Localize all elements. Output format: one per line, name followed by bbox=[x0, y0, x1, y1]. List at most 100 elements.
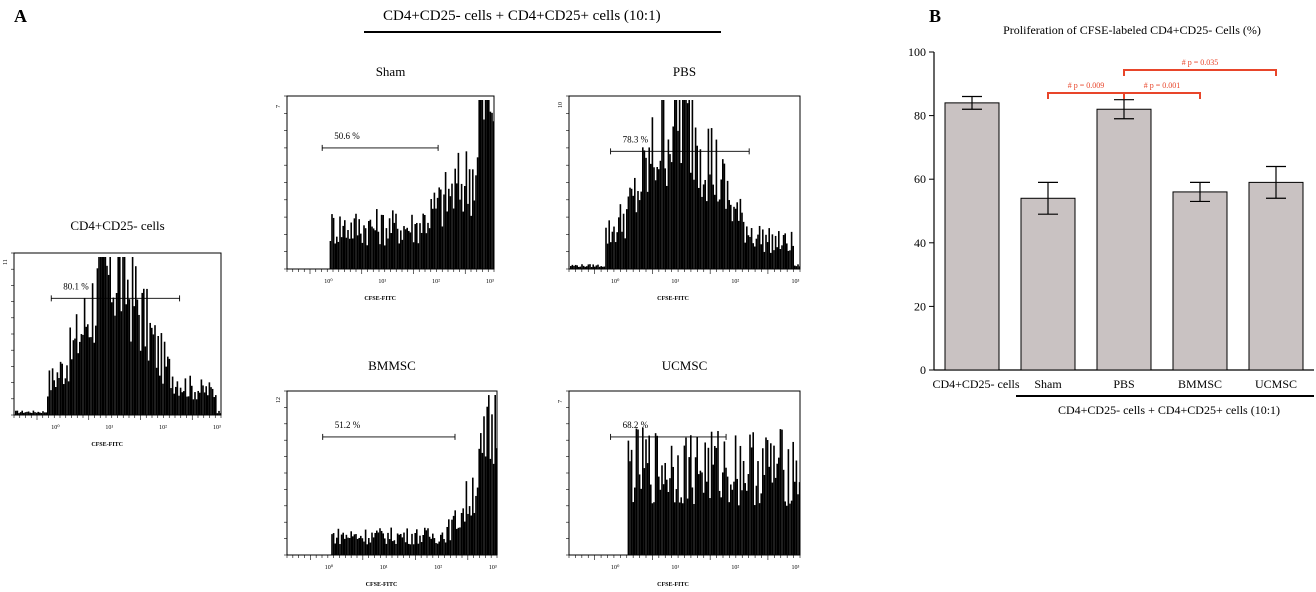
histogram-bar bbox=[138, 314, 140, 415]
histogram-bar bbox=[481, 452, 484, 555]
histogram-bar bbox=[67, 381, 70, 415]
histogram-bar bbox=[376, 530, 378, 555]
histogram-bar bbox=[480, 433, 482, 555]
histogram-bar bbox=[481, 100, 484, 269]
histogram-bar bbox=[779, 249, 782, 269]
histogram-bar bbox=[342, 225, 344, 269]
histogram-bar bbox=[694, 127, 697, 269]
histogram-bar bbox=[489, 111, 492, 269]
histogram-bar bbox=[656, 435, 658, 555]
histogram-bar bbox=[771, 234, 774, 269]
histogram-bar bbox=[723, 163, 726, 269]
histogram-bar bbox=[682, 100, 684, 269]
histogram-bar bbox=[581, 264, 583, 269]
histogram-bar bbox=[774, 477, 777, 555]
histogram-bar bbox=[400, 230, 402, 269]
histogram-bar bbox=[492, 463, 495, 555]
histogram-bar bbox=[348, 238, 351, 269]
histogram-bar bbox=[195, 399, 198, 415]
histogram-bar bbox=[666, 185, 668, 269]
histogram-title: PBS bbox=[673, 64, 696, 79]
histogram-bar bbox=[627, 196, 630, 269]
histogram-bar bbox=[478, 100, 480, 269]
histogram-bar bbox=[476, 487, 479, 555]
histogram-bar bbox=[749, 236, 751, 269]
histogram-bar bbox=[448, 188, 450, 269]
histogram-bar bbox=[99, 257, 102, 415]
histogram-bar bbox=[654, 433, 657, 555]
histogram-xlabel: CFSE-FITC bbox=[91, 442, 123, 448]
histogram-xtick-label: 10¹ bbox=[671, 565, 679, 571]
histogram-bar bbox=[451, 183, 453, 269]
histogram-bar bbox=[340, 237, 343, 269]
histogram-bar bbox=[627, 440, 630, 555]
histogram-bar bbox=[752, 432, 754, 555]
histogram-bar bbox=[778, 231, 780, 269]
histogram-bar bbox=[42, 411, 44, 415]
histogram-bar bbox=[119, 257, 121, 415]
histogram-bar bbox=[449, 196, 452, 269]
histogram-bar bbox=[128, 299, 131, 415]
histogram-bar bbox=[422, 213, 424, 269]
histogram-bar bbox=[718, 490, 721, 555]
histogram-xlabel: CFSE-FITC bbox=[364, 296, 396, 302]
histogram-bar bbox=[167, 356, 169, 415]
histogram-bar bbox=[441, 532, 444, 555]
histogram-bar bbox=[614, 242, 617, 269]
histogram-bar bbox=[356, 538, 359, 555]
histogram-bar bbox=[686, 498, 689, 555]
histogram-bar bbox=[417, 243, 420, 269]
histogram-bar bbox=[661, 100, 663, 269]
histogram-bar bbox=[670, 445, 673, 555]
histogram-bar bbox=[451, 519, 453, 555]
histogram-bar bbox=[438, 541, 440, 555]
histogram-bar bbox=[444, 542, 447, 555]
histogram-bar bbox=[488, 395, 490, 555]
histogram-bar bbox=[460, 512, 463, 555]
histogram-bar bbox=[672, 466, 674, 555]
histogram-bar bbox=[741, 490, 743, 555]
histogram-bar bbox=[710, 431, 713, 555]
histogram-bar bbox=[603, 266, 606, 269]
histogram-bar bbox=[353, 218, 356, 269]
significance-bracket: # p = 0.001 bbox=[1123, 81, 1201, 99]
histogram-bar bbox=[340, 534, 343, 555]
histogram-bar bbox=[478, 448, 480, 555]
histogram-bar bbox=[79, 341, 81, 415]
histogram-bar bbox=[419, 535, 421, 555]
histogram-bar bbox=[88, 337, 91, 415]
histogram-bar bbox=[332, 533, 335, 555]
histogram-bar bbox=[600, 266, 602, 269]
histogram-bar bbox=[484, 456, 487, 555]
histogram-bar bbox=[669, 478, 671, 555]
histogram-bar bbox=[149, 322, 151, 415]
histogram-bar bbox=[701, 196, 703, 269]
histogram-bar bbox=[762, 448, 764, 555]
histogram-bar bbox=[347, 230, 349, 269]
histogram-bar bbox=[98, 257, 100, 415]
histogram-ymax-label: 10 bbox=[558, 102, 564, 108]
histogram-bar bbox=[122, 257, 124, 415]
histogram-bar bbox=[712, 464, 714, 555]
histogram-bar bbox=[416, 529, 418, 555]
histogram-bar bbox=[717, 201, 719, 269]
significance-line bbox=[1047, 92, 1125, 99]
histogram-bar bbox=[160, 333, 163, 415]
histogram-bar bbox=[147, 360, 150, 415]
histogram-bar bbox=[702, 184, 705, 269]
histogram-bar bbox=[393, 222, 396, 269]
histogram-bar bbox=[702, 492, 705, 555]
histogram-bar bbox=[430, 199, 432, 269]
histogram-bar bbox=[714, 445, 716, 555]
histogram-bar bbox=[425, 233, 428, 269]
histogram-control: CD4+CD25- cells 11 10⁰ 10¹ 10² 10³ CFSE-FITC 80… bbox=[3, 218, 222, 448]
histogram-bar bbox=[784, 233, 786, 269]
significance-label: # p = 0.035 bbox=[1182, 58, 1219, 67]
histogram-bar bbox=[334, 543, 336, 555]
histogram-bar bbox=[369, 542, 372, 555]
histogram-bar bbox=[379, 244, 381, 269]
histogram-bar bbox=[736, 478, 738, 555]
histogram-bar bbox=[734, 208, 737, 269]
histogram-bar bbox=[51, 368, 54, 415]
histogram-bar bbox=[47, 396, 49, 415]
